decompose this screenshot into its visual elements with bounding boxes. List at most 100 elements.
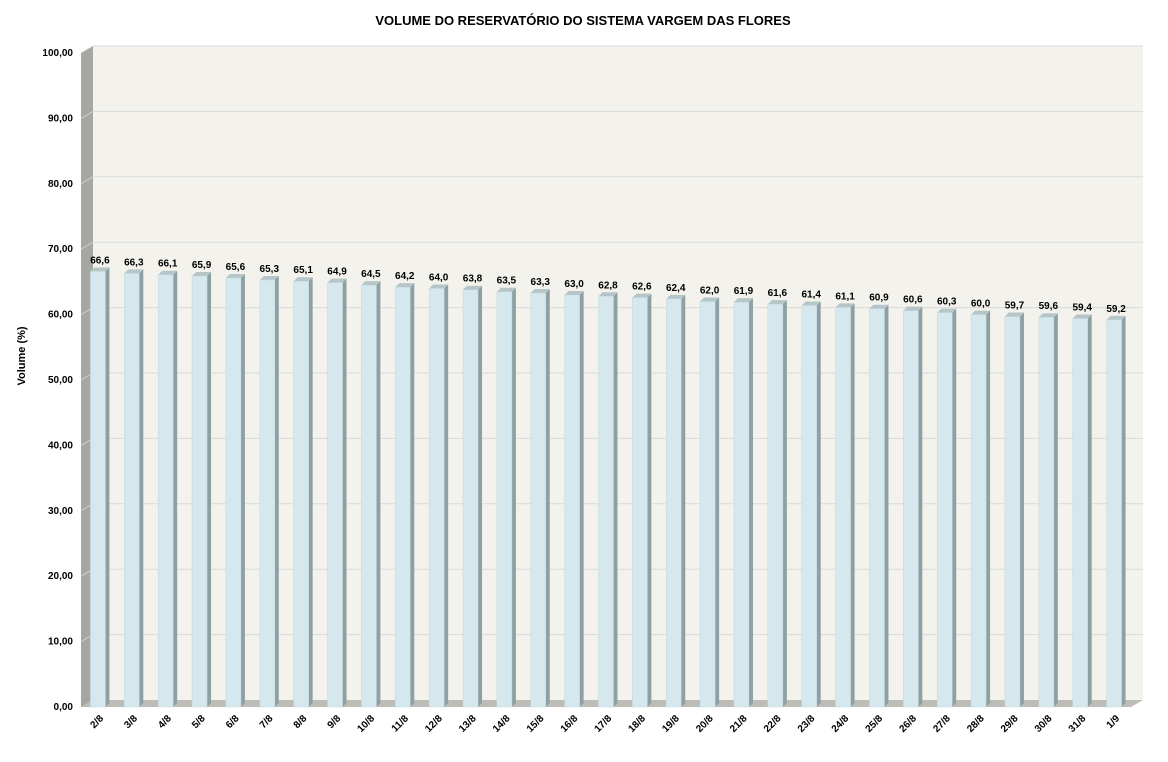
- x-tick-label: 15/8: [525, 713, 547, 735]
- bar-side: [274, 275, 279, 707]
- y-tick-label: 50,00: [48, 375, 73, 386]
- bar-side: [478, 285, 483, 707]
- bar-top: [327, 278, 347, 283]
- bar: [564, 294, 580, 708]
- bar-side: [1019, 312, 1024, 707]
- data-label: 62,0: [700, 286, 720, 297]
- bar-side: [952, 308, 957, 707]
- bar-side: [1121, 315, 1126, 707]
- bar-top: [1072, 314, 1092, 319]
- bar: [1106, 319, 1122, 708]
- bar-top: [700, 297, 720, 302]
- x-tick-label: 18/8: [626, 713, 648, 735]
- data-label: 65,3: [260, 264, 280, 275]
- data-label: 65,9: [192, 260, 212, 271]
- data-label: 64,5: [361, 269, 381, 280]
- bar: [835, 307, 851, 708]
- bar-side: [376, 281, 381, 707]
- bar-top: [293, 277, 313, 282]
- bar-top: [530, 289, 550, 294]
- x-tick-label: 9/8: [326, 713, 344, 731]
- bar-side: [748, 298, 753, 707]
- bar-top: [937, 308, 957, 313]
- y-tick-label: 80,00: [48, 179, 73, 190]
- bar-side: [647, 293, 652, 707]
- bar: [903, 310, 919, 708]
- x-tick-label: 3/8: [122, 713, 140, 731]
- bar-top: [971, 310, 991, 315]
- bar: [598, 296, 614, 708]
- bar-top: [124, 269, 144, 274]
- bar: [1004, 316, 1021, 708]
- x-tick-label: 30/8: [1033, 713, 1055, 735]
- data-label: 60,0: [971, 299, 991, 310]
- bar-top: [361, 281, 381, 286]
- bar-side: [511, 287, 516, 707]
- bar: [293, 280, 309, 708]
- bar: [632, 297, 648, 708]
- data-label: 62,4: [666, 283, 686, 294]
- bar: [428, 288, 445, 708]
- x-tick-label: 14/8: [491, 713, 513, 735]
- x-tick-label: 21/8: [728, 713, 750, 735]
- bar: [90, 271, 106, 708]
- data-label: 64,2: [395, 271, 415, 282]
- bar-top: [90, 267, 110, 272]
- bar: [665, 298, 682, 708]
- bar-top: [429, 284, 449, 289]
- bar-side: [444, 284, 449, 707]
- x-tick-label: 17/8: [593, 713, 615, 735]
- x-tick-label: 4/8: [156, 713, 174, 731]
- x-tick-label: 23/8: [796, 713, 818, 735]
- bar-top: [666, 294, 686, 299]
- bar-side: [173, 270, 178, 707]
- bar-side: [342, 278, 347, 707]
- bar-side: [715, 297, 720, 707]
- bar-side: [782, 300, 787, 707]
- x-tick-label: 20/8: [694, 713, 716, 735]
- data-label: 59,2: [1106, 304, 1126, 315]
- data-label: 59,4: [1072, 303, 1092, 314]
- chart-title: VOLUME DO RESERVATÓRIO DO SISTEMA VARGEM…: [375, 13, 791, 28]
- x-tick-label: 5/8: [190, 713, 208, 731]
- y-tick-label: 70,00: [48, 244, 73, 255]
- data-label: 60,9: [869, 293, 889, 304]
- bar-side: [240, 273, 245, 707]
- x-tick-label: 11/8: [390, 713, 411, 734]
- y-tick-label: 20,00: [48, 571, 73, 582]
- bar: [869, 308, 885, 708]
- bar-top: [259, 275, 279, 280]
- bar-top: [158, 270, 178, 275]
- y-tick-label: 10,00: [48, 637, 73, 648]
- y-axis-ticks: 0,00 10,00 20,00 30,00 40,00 50,00 60,00 70,00 8…: [42, 48, 73, 713]
- x-tick-label: 2/8: [88, 713, 106, 731]
- gridline-depth: [80, 241, 94, 250]
- bar-side: [613, 292, 618, 707]
- data-label: 60,6: [903, 295, 923, 306]
- y-tick-label: 0,00: [54, 702, 74, 713]
- data-label: 64,9: [327, 267, 347, 278]
- x-tick-label: 7/8: [258, 713, 276, 731]
- bar: [970, 314, 987, 708]
- data-label: 61,9: [734, 286, 754, 297]
- data-label: 65,1: [293, 265, 313, 276]
- bar-top: [801, 301, 821, 306]
- data-label: 61,6: [768, 288, 788, 299]
- bar: [191, 275, 208, 708]
- bar: [157, 274, 174, 708]
- data-label: 65,6: [226, 262, 246, 273]
- bar-top: [767, 300, 787, 305]
- bar-top: [1038, 313, 1058, 318]
- x-tick-label: 13/8: [457, 713, 479, 735]
- gridline-depth: [80, 176, 94, 185]
- x-axis-ticks: 2/8 3/8 4/8 5/8 6/8 7/8 8/8 9/8 10/8 11/8 12/8 13/8…: [88, 713, 1122, 735]
- data-label: 64,0: [429, 272, 449, 283]
- x-tick-label: 27/8: [931, 713, 953, 735]
- data-label: 66,1: [158, 259, 178, 270]
- bar-top: [903, 306, 923, 311]
- x-tick-label: 26/8: [897, 713, 919, 735]
- bar-top: [564, 290, 584, 295]
- data-labels: 66,6 66,3 66,1 65,9 65,6 65,3 65,1 64,9 64,5 64,2…: [90, 255, 1126, 314]
- x-tick-label: 8/8: [292, 713, 310, 731]
